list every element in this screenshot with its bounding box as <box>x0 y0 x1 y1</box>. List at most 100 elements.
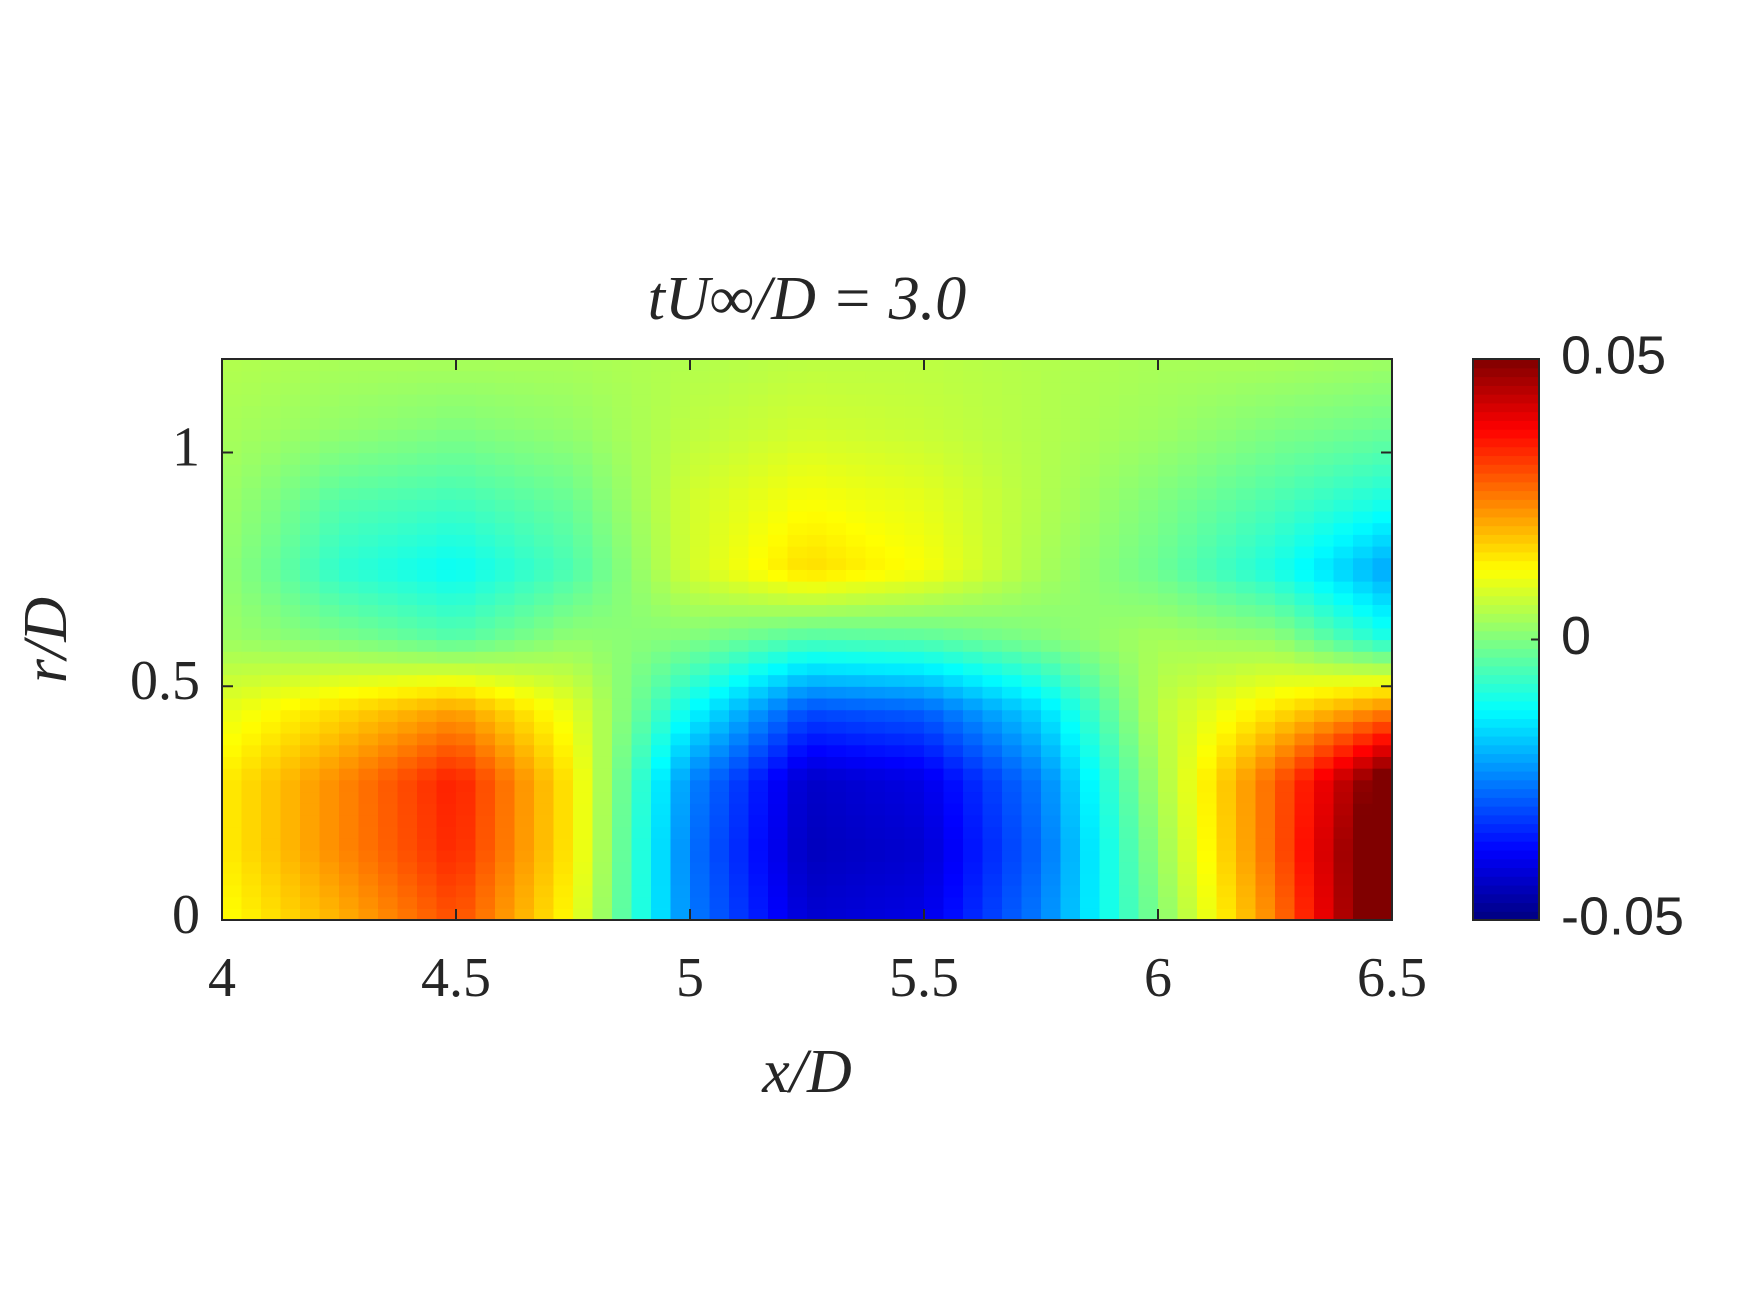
contour-cell <box>1177 592 1198 606</box>
contour-cell <box>1138 697 1159 711</box>
contour-cell <box>1333 873 1354 886</box>
contour-cell <box>397 908 418 921</box>
contour-cell <box>456 394 477 407</box>
contour-cell <box>1041 697 1062 711</box>
contour-cell <box>1158 440 1179 454</box>
contour-cell <box>358 721 379 734</box>
contour-cell <box>670 733 691 746</box>
contour-cell <box>807 569 828 582</box>
contour-cell <box>1099 394 1120 407</box>
contour-cell <box>787 429 808 442</box>
contour-cell <box>1197 779 1218 793</box>
contour-cell <box>1041 733 1062 746</box>
chart-title: tU∞/D = 3.0 <box>648 265 967 333</box>
contour-cell <box>417 452 438 465</box>
contour-cell <box>1255 627 1276 641</box>
contour-cell <box>241 768 262 781</box>
contour-cell <box>1236 405 1257 419</box>
contour-cell <box>1119 382 1140 395</box>
contour-cell <box>651 884 672 898</box>
contour-cell <box>592 709 613 722</box>
contour-cell <box>436 440 457 454</box>
contour-cell <box>417 674 438 687</box>
contour-cell <box>358 639 379 652</box>
contour-cell <box>885 639 906 652</box>
contour-cell <box>1314 768 1335 781</box>
contour-cell <box>417 569 438 582</box>
contour-cell <box>397 464 418 477</box>
contour-cell <box>1197 452 1218 465</box>
contour-cell <box>1372 733 1393 746</box>
contour-cell <box>1197 662 1218 676</box>
contour-cell <box>1099 546 1120 559</box>
contour-cell <box>670 814 691 828</box>
contour-cell <box>1333 674 1354 687</box>
contour-cell <box>514 452 535 465</box>
contour-cell <box>1275 884 1296 898</box>
contour-cell <box>1060 464 1081 477</box>
contour-cell <box>222 674 243 687</box>
contour-cell <box>885 861 906 874</box>
contour-cell <box>1236 861 1257 874</box>
contour-cell <box>1294 873 1315 886</box>
contour-cell <box>319 791 340 804</box>
contour-cell <box>495 639 516 652</box>
contour-cell <box>612 744 633 757</box>
contour-cell <box>1041 779 1062 793</box>
colorbar-band <box>1473 893 1539 904</box>
contour-cell <box>748 627 769 641</box>
contour-cell <box>1002 639 1023 652</box>
contour-cell <box>261 686 282 699</box>
contour-cell <box>456 581 477 594</box>
contour-cell <box>280 440 301 454</box>
colorbar-band <box>1473 858 1539 869</box>
contour-cell <box>787 394 808 407</box>
contour-cell <box>1060 627 1081 641</box>
contour-cell <box>729 405 750 419</box>
contour-cell <box>1255 662 1276 676</box>
contour-cell <box>1236 382 1257 395</box>
contour-cell <box>748 581 769 594</box>
contour-cell <box>1138 721 1159 734</box>
contour-cell <box>1353 604 1374 617</box>
contour-cell <box>982 826 1003 839</box>
contour-cell <box>1099 849 1120 863</box>
contour-cell <box>1158 499 1179 512</box>
contour-cell <box>1294 709 1315 722</box>
contour-cell <box>943 440 964 454</box>
contour-cell <box>436 546 457 559</box>
contour-cell <box>865 394 886 407</box>
contour-cell <box>651 826 672 839</box>
contour-cell <box>1138 674 1159 687</box>
contour-cell <box>943 709 964 722</box>
contour-cell <box>631 405 652 419</box>
contour-cell <box>1216 779 1237 793</box>
contour-cell <box>807 382 828 395</box>
contour-cell <box>514 557 535 570</box>
contour-cell <box>1314 534 1335 547</box>
contour-cell <box>1080 662 1101 676</box>
contour-cell <box>358 709 379 722</box>
contour-cell <box>261 756 282 769</box>
contour-cell <box>709 662 730 676</box>
contour-cell <box>1216 686 1237 699</box>
contour-cell <box>846 604 867 617</box>
contour-cell <box>456 826 477 839</box>
contour-cell <box>690 697 711 711</box>
contour-cell <box>1060 581 1081 594</box>
contour-cell <box>222 627 243 641</box>
contour-cell <box>1099 814 1120 828</box>
contour-cell <box>1197 908 1218 921</box>
contour-cell <box>592 814 613 828</box>
contour-cell <box>222 405 243 419</box>
contour-cell <box>690 721 711 734</box>
contour-cell <box>885 838 906 851</box>
contour-cell <box>553 510 574 524</box>
contour-cell <box>1177 370 1198 383</box>
contour-cell <box>631 417 652 430</box>
contour-cell <box>1177 569 1198 582</box>
contour-cell <box>397 557 418 570</box>
contour-cell <box>826 499 847 512</box>
contour-cell <box>475 697 496 711</box>
contour-cell <box>280 417 301 430</box>
